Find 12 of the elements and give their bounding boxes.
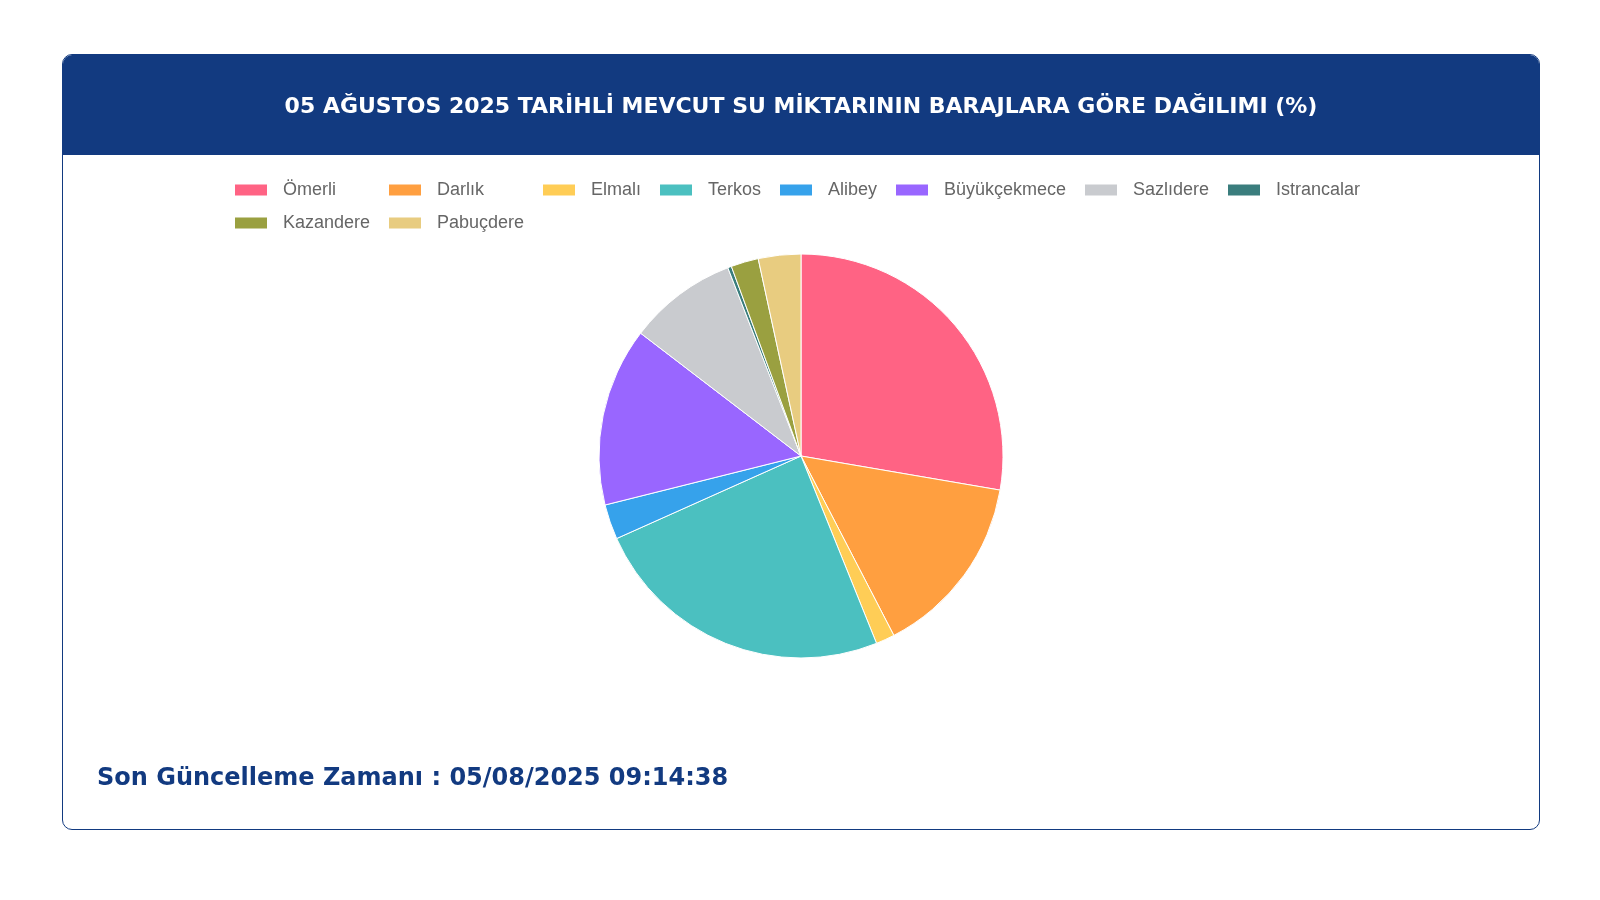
legend-label: Ömerli [283,179,336,199]
legend-label: Sazlıdere [1133,179,1210,199]
legend-label: Istrancalar [1276,179,1361,199]
chart-title: 05 AĞUSTOS 2025 TARİHLİ MEVCUT SU MİKTARININ BARAJLARA GÖRE DAĞILIMI (%) [63,55,1539,155]
legend-label: Darlık [437,179,485,199]
legend-label: Büyükçekmece [944,179,1067,199]
legend-label: Pabuçdere [437,212,525,232]
legend-label: Terkos [708,179,762,199]
text: Son Güncelleme Zamanı : 05/08/2025 09:14:38 [97,763,729,791]
legend-label: Alibey [828,179,878,199]
legend-label: Elmalı [591,179,642,199]
legend-label: Kazandere [283,212,371,232]
